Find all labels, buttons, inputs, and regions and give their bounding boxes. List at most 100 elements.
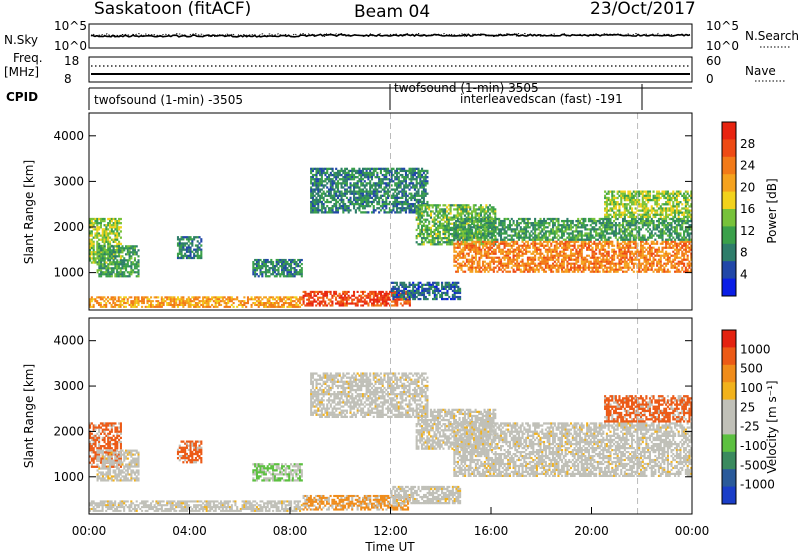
data-cell [674, 264, 677, 267]
data-cell [677, 260, 680, 263]
data-cell [507, 242, 510, 245]
data-cell [180, 296, 183, 299]
data-cell [387, 192, 390, 195]
data-cell [491, 234, 494, 237]
data-cell [403, 180, 406, 183]
data-cell [105, 302, 108, 305]
data-cell [194, 244, 197, 247]
data-cell [516, 260, 519, 263]
data-cell [544, 260, 547, 263]
data-cell [442, 232, 445, 236]
data-cell [347, 290, 350, 293]
data-cell [363, 298, 366, 301]
data-cell [467, 222, 470, 225]
data-cell [345, 173, 348, 177]
data-cell [580, 246, 583, 249]
data-cell [317, 207, 320, 210]
data-cell [293, 296, 296, 299]
data-cell [311, 173, 314, 177]
data-cell [117, 251, 120, 254]
data-cell [555, 268, 558, 271]
data-cell [546, 264, 549, 267]
data-cell [345, 209, 348, 212]
data-cell [365, 194, 368, 197]
data-cell [528, 258, 531, 261]
data-cell [552, 256, 555, 259]
data-cell [501, 232, 504, 235]
data-cell [647, 246, 650, 249]
data-cell [123, 267, 126, 270]
data-cell [169, 303, 172, 307]
data-cell [176, 296, 180, 299]
data-cell [185, 300, 188, 303]
data-cell [351, 302, 354, 305]
data-cell [510, 234, 513, 237]
data-cell [552, 222, 555, 225]
data-cell [110, 238, 113, 241]
data-cell [534, 242, 537, 245]
data-cell [404, 182, 408, 185]
data-cell [510, 228, 513, 231]
data-cell [370, 192, 374, 195]
data-cell [123, 257, 126, 260]
data-cell [130, 305, 133, 308]
data-cell [360, 169, 363, 173]
data-cell [401, 180, 404, 183]
data-cell [370, 202, 374, 206]
data-cell [539, 250, 542, 253]
data-cell [573, 242, 576, 245]
data-cell [155, 296, 158, 299]
data-cell [458, 254, 461, 257]
data-cell [437, 220, 440, 223]
data-cell [90, 230, 93, 233]
data-cell [548, 238, 551, 241]
data-cell [521, 228, 524, 231]
data-cell [334, 302, 338, 305]
data-cell [485, 234, 488, 238]
data-cell [648, 252, 652, 255]
data-cell [378, 202, 381, 206]
data-cell [519, 217, 522, 221]
data-cell [194, 303, 197, 307]
data-cell [361, 202, 365, 206]
data-cell [340, 186, 343, 189]
data-cell [431, 237, 434, 240]
data-cell [553, 266, 556, 269]
data-cell [446, 222, 449, 225]
data-cell [514, 254, 517, 257]
data-cell [112, 232, 115, 235]
data-cell [659, 264, 662, 267]
data-cell [412, 178, 415, 181]
data-cell [232, 302, 235, 305]
data-cell [643, 266, 646, 269]
data-cell [225, 305, 228, 308]
data-cell [116, 263, 119, 266]
data-cell [98, 251, 101, 254]
data-cell [324, 290, 327, 293]
data-cell [455, 264, 458, 267]
data-cell [632, 266, 635, 269]
data-cell [342, 192, 345, 195]
data-cell [577, 268, 580, 271]
data-cell [420, 212, 424, 215]
data-cell [135, 271, 138, 274]
data-cell [302, 290, 305, 293]
data-cell [202, 303, 205, 307]
data-cell [277, 302, 280, 305]
data-cell [514, 248, 517, 251]
data-cell [528, 268, 531, 271]
data-cell [378, 207, 381, 210]
data-cell [535, 222, 538, 225]
data-cell [324, 194, 327, 197]
data-cell [353, 205, 356, 208]
data-cell [535, 248, 538, 251]
data-cell [390, 178, 393, 181]
data-cell [182, 302, 185, 305]
data-cell [390, 176, 393, 179]
data-cell [374, 209, 377, 212]
data-cell [191, 242, 194, 245]
data-cell [480, 252, 483, 255]
data-cell [385, 290, 388, 293]
data-cell [98, 263, 101, 266]
data-cell [483, 248, 486, 251]
